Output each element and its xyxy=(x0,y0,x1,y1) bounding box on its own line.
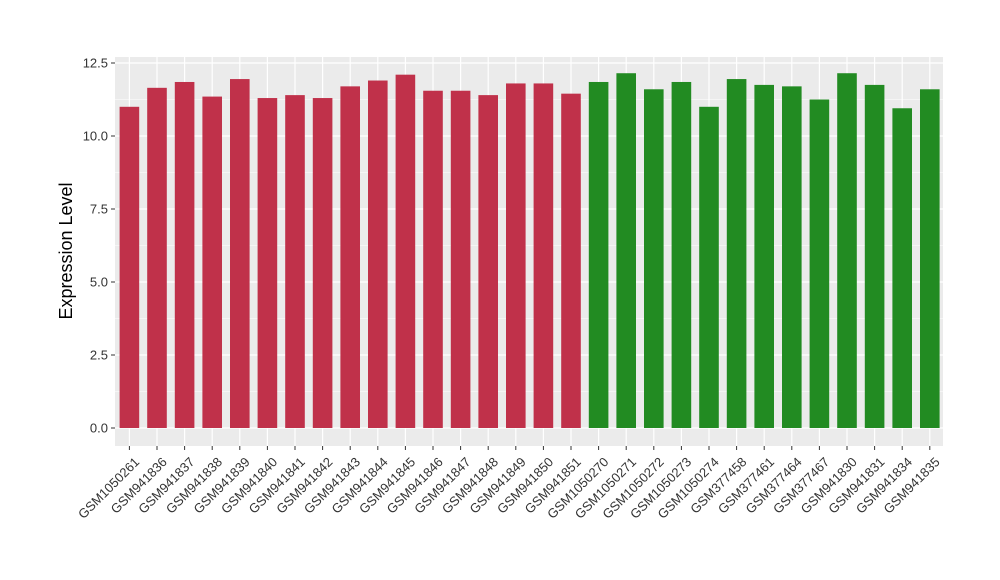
bar xyxy=(478,95,498,429)
bar xyxy=(312,98,333,428)
bar xyxy=(423,90,443,429)
y-axis: 0.0 2.5 5.0 7.5 10.0 12.5 xyxy=(83,56,115,436)
bar xyxy=(230,79,250,428)
bar xyxy=(395,74,416,429)
bar xyxy=(340,86,360,429)
bar xyxy=(588,81,609,428)
bar xyxy=(533,83,554,428)
bar xyxy=(257,98,278,428)
grid-minor xyxy=(115,99,943,392)
y-tick-label: 10.0 xyxy=(83,129,108,144)
bar xyxy=(147,87,167,428)
bar xyxy=(864,84,885,429)
bar xyxy=(616,73,636,428)
bar xyxy=(837,73,857,428)
y-tick-label: 12.5 xyxy=(83,56,108,71)
y-tick-label: 5.0 xyxy=(90,275,108,290)
y-axis-title: Expression Level xyxy=(56,182,76,319)
x-axis: GSM1050261GSM941836GSM941837GSM941838GSM… xyxy=(75,446,943,522)
y-tick-label: 7.5 xyxy=(90,202,108,217)
bar xyxy=(644,89,664,428)
bars xyxy=(119,73,940,429)
bar xyxy=(368,80,388,429)
bar xyxy=(506,83,526,428)
bar xyxy=(892,108,912,428)
bar xyxy=(202,96,222,428)
y-tick-label: 2.5 xyxy=(90,348,108,363)
bar xyxy=(174,81,195,428)
bar xyxy=(754,84,774,429)
bar xyxy=(809,99,830,428)
bar xyxy=(726,79,747,428)
plot-panel xyxy=(115,57,943,446)
bar xyxy=(285,95,305,429)
bar xyxy=(450,90,471,429)
bar xyxy=(782,86,802,429)
bar xyxy=(699,106,719,429)
bar xyxy=(119,106,140,429)
y-tick-label: 0.0 xyxy=(90,421,108,436)
bar xyxy=(920,89,940,428)
bar xyxy=(561,93,581,428)
bar xyxy=(671,81,692,428)
